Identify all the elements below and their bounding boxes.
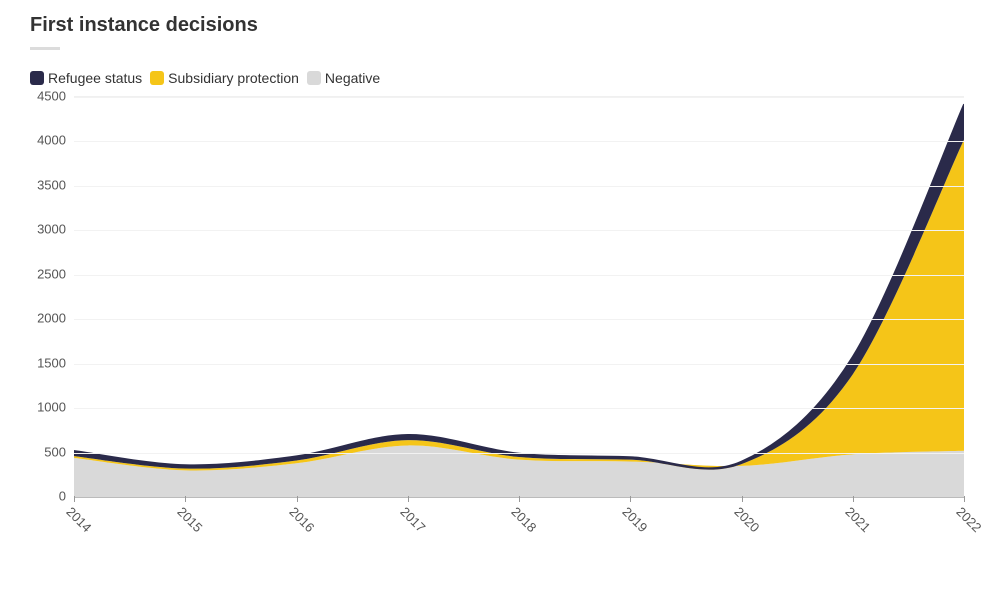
x-tick bbox=[964, 496, 965, 502]
title-underline bbox=[30, 47, 60, 50]
x-tick bbox=[630, 496, 631, 502]
gridline bbox=[74, 319, 964, 320]
chart-title: First instance decisions bbox=[30, 14, 971, 37]
area-layer bbox=[74, 140, 964, 471]
chart-container: First instance decisions Refugee status … bbox=[0, 0, 981, 595]
legend-item-refugee[interactable]: Refugee status bbox=[30, 70, 142, 86]
y-tick-label: 2000 bbox=[26, 311, 66, 326]
legend-item-negative[interactable]: Negative bbox=[307, 70, 380, 86]
legend-swatch-subsidiary bbox=[150, 71, 164, 85]
legend-item-subsidiary[interactable]: Subsidiary protection bbox=[150, 70, 299, 86]
gridline bbox=[74, 186, 964, 187]
x-tick bbox=[185, 496, 186, 502]
x-tick bbox=[742, 496, 743, 502]
y-tick-label: 3000 bbox=[26, 222, 66, 237]
legend-label-subsidiary: Subsidiary protection bbox=[168, 70, 299, 86]
chart-area: 050010001500200025003000350040004500 201… bbox=[30, 96, 970, 566]
x-tick-label: 2017 bbox=[397, 504, 428, 535]
x-tick bbox=[297, 496, 298, 502]
x-tick-label: 2022 bbox=[953, 504, 981, 535]
gridline bbox=[74, 364, 964, 365]
y-tick-label: 0 bbox=[26, 489, 66, 504]
x-tick-label: 2014 bbox=[63, 504, 94, 535]
y-tick-label: 1500 bbox=[26, 355, 66, 370]
legend-swatch-refugee bbox=[30, 71, 44, 85]
y-tick-label: 3500 bbox=[26, 177, 66, 192]
x-tick bbox=[74, 496, 75, 502]
gridline bbox=[74, 453, 964, 454]
x-tick-label: 2015 bbox=[175, 504, 206, 535]
y-tick-label: 4000 bbox=[26, 133, 66, 148]
y-tick-label: 1000 bbox=[26, 400, 66, 415]
chart-legend: Refugee status Subsidiary protection Neg… bbox=[30, 70, 971, 86]
plot-area bbox=[74, 96, 964, 497]
x-tick-label: 2020 bbox=[731, 504, 762, 535]
legend-label-refugee: Refugee status bbox=[48, 70, 142, 86]
x-tick-label: 2021 bbox=[842, 504, 873, 535]
gridline bbox=[74, 230, 964, 231]
x-tick-label: 2018 bbox=[508, 504, 539, 535]
x-tick bbox=[408, 496, 409, 502]
gridline bbox=[74, 408, 964, 409]
gridline bbox=[74, 97, 964, 98]
gridline bbox=[74, 275, 964, 276]
legend-label-negative: Negative bbox=[325, 70, 380, 86]
x-axis: 201420152016201720182019202020212022 bbox=[74, 496, 964, 556]
y-axis: 050010001500200025003000350040004500 bbox=[30, 96, 70, 496]
gridline bbox=[74, 141, 964, 142]
y-tick-label: 4500 bbox=[26, 89, 66, 104]
y-tick-label: 500 bbox=[26, 444, 66, 459]
x-tick-label: 2019 bbox=[620, 504, 651, 535]
x-tick-label: 2016 bbox=[286, 504, 317, 535]
x-tick bbox=[853, 496, 854, 502]
legend-swatch-negative bbox=[307, 71, 321, 85]
y-tick-label: 2500 bbox=[26, 266, 66, 281]
stacked-area-svg bbox=[74, 97, 964, 497]
x-tick bbox=[519, 496, 520, 502]
